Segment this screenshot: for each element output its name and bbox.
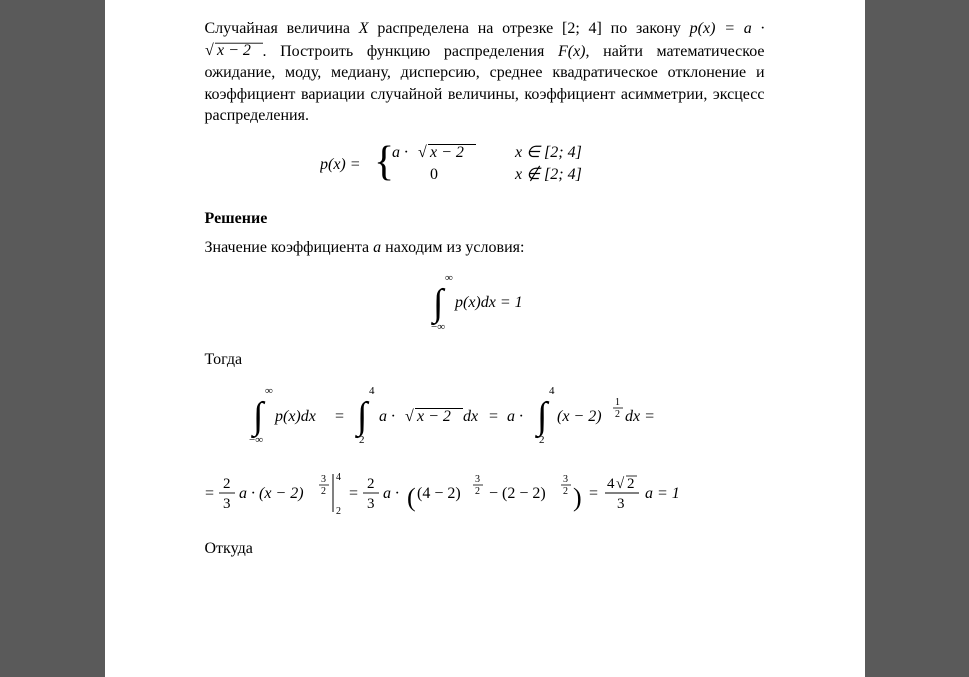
frac-den: 3 xyxy=(223,496,231,512)
integrand: p(x)dx xyxy=(274,408,316,425)
frac-den: 3 xyxy=(367,496,375,512)
equals: = xyxy=(489,408,498,425)
exp-den: 2 xyxy=(563,486,568,497)
interval-literal: [2; 4] xyxy=(562,20,602,37)
dx: dx = xyxy=(625,408,655,425)
piecewise-lhs: p(x) = xyxy=(320,156,361,173)
piecewise-cond-1: x ∈ [2; 4] xyxy=(514,144,582,161)
integrand: (x − 2) xyxy=(557,408,602,425)
integral-sign: ∫ xyxy=(431,282,446,326)
equals: = xyxy=(349,485,358,502)
text-run: Случайная величина xyxy=(205,20,359,37)
inline-sqrt: √ x − 2 xyxy=(205,43,263,60)
inline-math-fx: F(x) xyxy=(558,43,586,60)
piecewise-expr-1: a · xyxy=(392,144,408,161)
eval-upper: 4 xyxy=(336,472,341,483)
exp-num: 1 xyxy=(615,397,620,408)
integrand: a · xyxy=(379,408,395,425)
exp-num: 3 xyxy=(563,474,568,485)
equation-chain-2: = 2 3 a · (x − 2) 3 2 4 2 = 2 3 a · ( (4… xyxy=(205,464,765,529)
radicand: x − 2 xyxy=(416,408,451,425)
frac-num: 2 xyxy=(367,476,375,492)
exp-den: 2 xyxy=(475,486,480,497)
sqrt-symbol: √ xyxy=(205,42,214,59)
eval-lower: 2 xyxy=(336,506,341,517)
radicand: 2 xyxy=(627,476,635,492)
piecewise-expr-2: 0 xyxy=(430,166,438,183)
rparen: ) xyxy=(573,483,582,512)
upper-limit: 4 xyxy=(549,385,555,397)
radicand: x − 2 xyxy=(429,144,464,161)
lparen: ( xyxy=(407,483,416,512)
variable-x: X xyxy=(359,20,369,37)
text-run: по закону xyxy=(602,20,690,37)
equals: = xyxy=(205,485,214,502)
exp-den: 2 xyxy=(615,409,620,420)
word-then: Тогда xyxy=(205,349,765,371)
sqrt-symbol: √ xyxy=(418,144,427,161)
term: (4 − 2) xyxy=(417,485,461,502)
frac-num: 4 xyxy=(607,476,615,492)
integral-sign: ∫ xyxy=(251,395,266,439)
tail: a = 1 xyxy=(645,485,680,502)
inline-math: p(x) = a · xyxy=(690,20,765,37)
equation-piecewise: p(x) = { a · √ x − 2 x ∈ [2; 4] 0 x ∉ [2… xyxy=(205,137,765,198)
factor: a · xyxy=(383,485,399,502)
upper-limit: ∞ xyxy=(265,385,273,397)
variable-a: a xyxy=(373,239,381,256)
lower-limit: 2 xyxy=(359,434,365,446)
lower-limit: −∞ xyxy=(249,434,263,446)
word-whence: Откуда xyxy=(205,538,765,560)
piecewise-cond-2: x ∉ [2; 4] xyxy=(514,165,582,183)
text-run: . Построить функцию распределения xyxy=(263,43,558,60)
integral-sign: ∫ xyxy=(355,395,370,439)
sqrt-symbol: √ xyxy=(405,408,414,425)
frac-num: 2 xyxy=(223,476,231,492)
lower-limit: −∞ xyxy=(431,321,445,333)
factor-a: a · xyxy=(507,408,523,425)
sqrt-symbol: √ xyxy=(616,476,625,492)
dx: dx xyxy=(463,408,478,425)
factor: a · (x − 2) xyxy=(239,485,304,502)
exp-den: 2 xyxy=(321,486,326,497)
equation-normalization: ∞ ∫ −∞ p(x)dx = 1 xyxy=(205,269,765,340)
equals: = xyxy=(589,485,598,502)
upper-limit: ∞ xyxy=(445,272,453,284)
exp-num: 3 xyxy=(321,474,326,485)
coefficient-sentence: Значение коэффициента a находим из услов… xyxy=(205,237,765,259)
equals: = xyxy=(335,408,344,425)
integral-sign: ∫ xyxy=(535,395,550,439)
solution-heading: Решение xyxy=(205,208,765,230)
lower-limit: 2 xyxy=(539,434,545,446)
integrand: p(x)dx = 1 xyxy=(454,294,523,311)
upper-limit: 4 xyxy=(369,385,375,397)
text-run: распределена на отрезке xyxy=(369,20,562,37)
document-page: Случайная величина X распределена на отр… xyxy=(105,0,865,677)
equation-chain-1: ∞ ∫ −∞ p(x)dx = 4 ∫ 2 a · √ x − 2 dx = a… xyxy=(205,381,765,454)
radicand: x − 2 xyxy=(216,42,251,59)
exp-num: 3 xyxy=(475,474,480,485)
frac-den: 3 xyxy=(617,496,625,512)
problem-paragraph: Случайная величина X распределена на отр… xyxy=(205,18,765,127)
minus: − (2 − 2) xyxy=(489,485,546,502)
